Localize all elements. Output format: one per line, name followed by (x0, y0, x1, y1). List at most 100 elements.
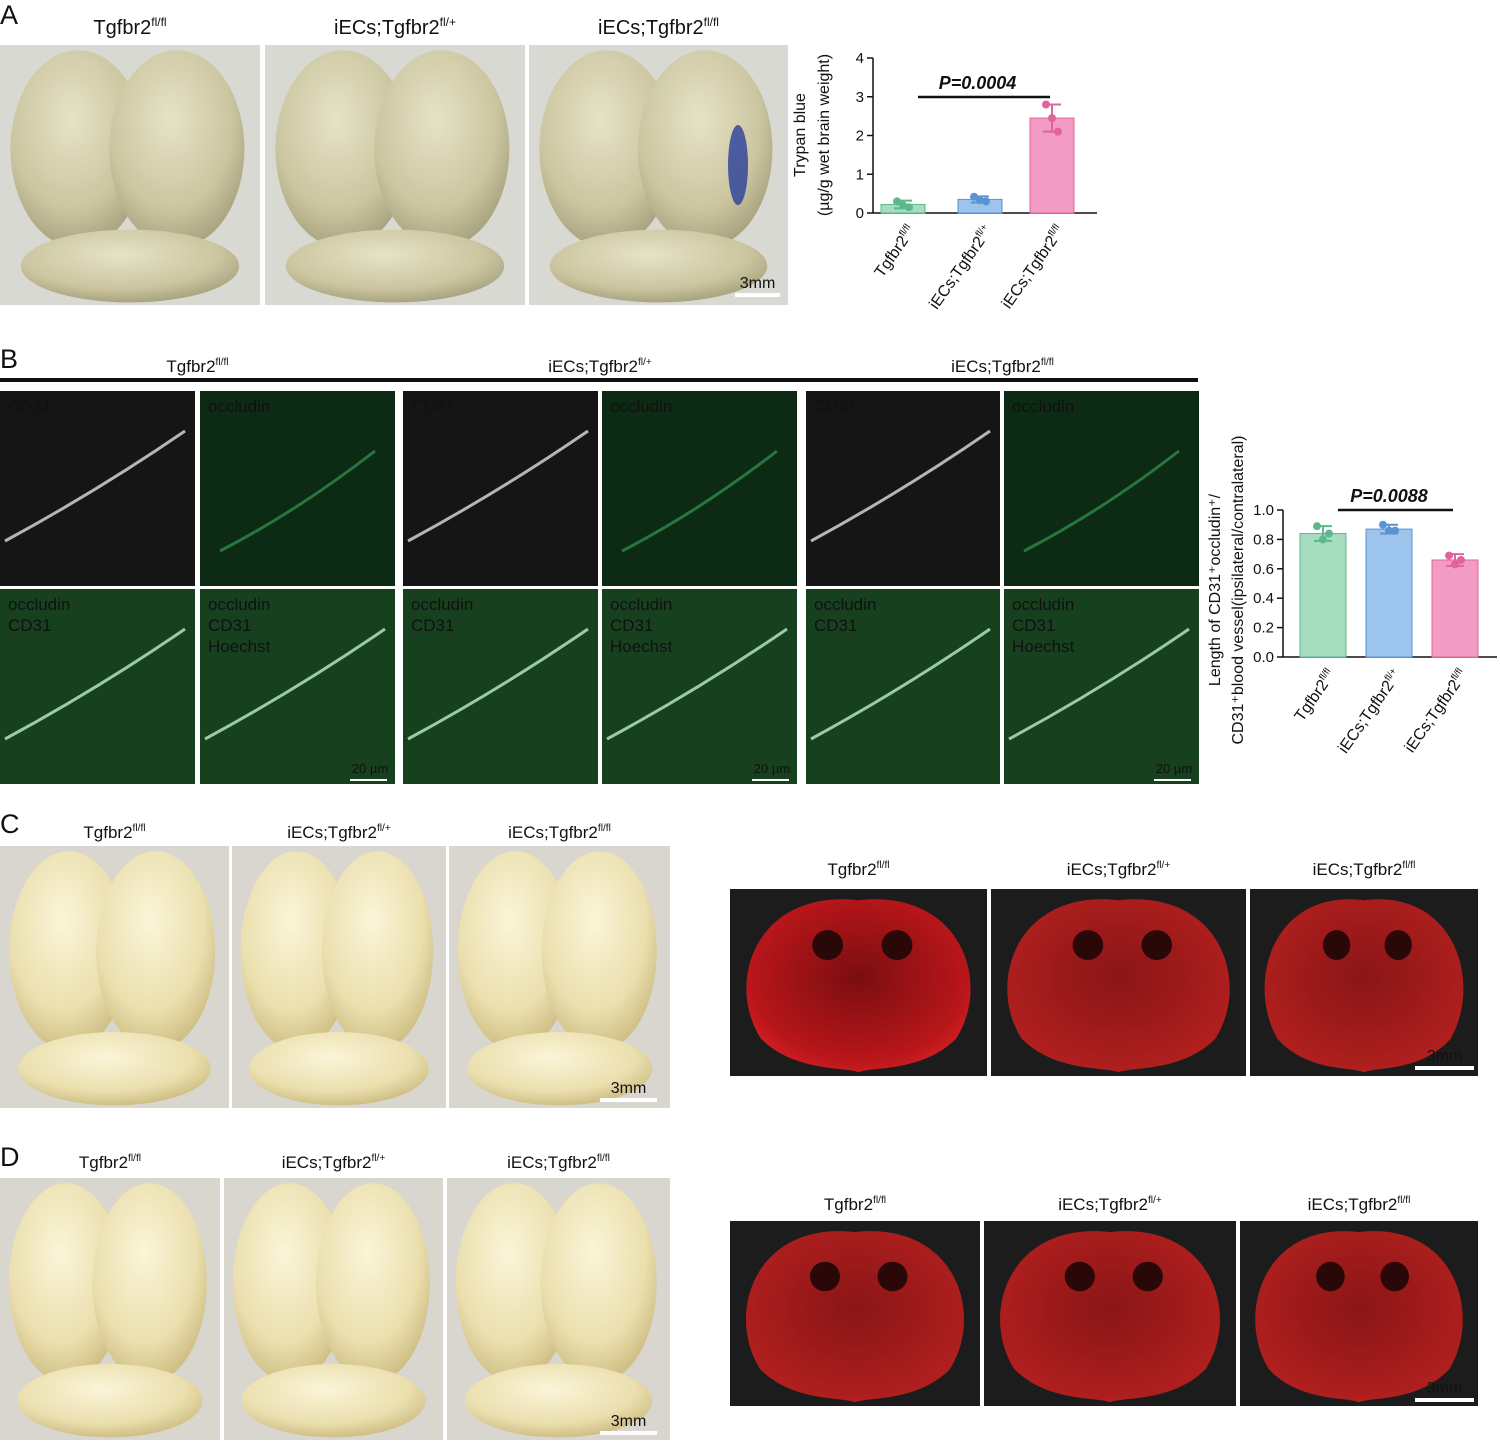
data-point (976, 196, 984, 205)
label: iECs;Tgfbr2fl/+ (287, 823, 391, 842)
data-point (1325, 529, 1333, 538)
label: iECs;Tgfbr2fl/+ (1334, 666, 1405, 757)
label-text: iECs;Tgfbr2 (951, 357, 1041, 376)
y-tick-label: 0.4 (1253, 590, 1274, 607)
panel-label: C (0, 809, 20, 839)
brain-hemisphere (541, 851, 657, 1051)
label-text: Tgfbr2 (93, 17, 151, 39)
ventricle (812, 930, 844, 961)
brain-cerebellum (285, 229, 505, 303)
vessel (1008, 627, 1190, 741)
micrograph (602, 391, 797, 586)
y-axis-label: Trypan blue (792, 93, 809, 177)
channel-label: CD31 (411, 616, 454, 635)
scale-bar-label: 3mm (611, 1080, 647, 1097)
y-tick-label: 0 (856, 205, 864, 222)
brain-section-tissue (1255, 1231, 1463, 1403)
brain-hemisphere (9, 851, 129, 1051)
y-tick-label: 4 (856, 50, 864, 67)
label-superscript: fl/fl (216, 357, 229, 368)
channel-label: occludin (208, 595, 270, 614)
channel-label: occludin (610, 595, 672, 614)
label-superscript: fl/fl (597, 1153, 610, 1164)
label-text: iECs;Tgfbr2 (926, 234, 988, 313)
ventricle (1141, 930, 1173, 961)
channel-label: CD31 (411, 397, 454, 416)
label: iECs;Tgfbr2fl/fl (598, 15, 719, 39)
label-text: iECs;Tgfbr2 (282, 1153, 372, 1172)
data-point (982, 197, 990, 206)
data-point (970, 192, 978, 201)
data-point (1445, 551, 1453, 560)
label: iECs;Tgfbr2fl/+ (548, 357, 652, 376)
vessel (606, 627, 788, 741)
ventricle (881, 930, 913, 961)
scale-bar-label: 20 µm (352, 761, 388, 776)
bar (1029, 117, 1075, 214)
brain-hemisphere (321, 851, 434, 1051)
label-text: iECs;Tgfbr2 (999, 233, 1061, 312)
brain-hemisphere (8, 1183, 124, 1383)
label: iECs;Tgfbr2fl/fl (951, 357, 1054, 376)
label-superscript: fl/+ (440, 15, 456, 29)
brain-cerebellum (464, 1364, 653, 1438)
scale-bar-label: 20 µm (754, 761, 790, 776)
label: iECs;Tgfbr2fl/fl (1313, 860, 1416, 879)
brain-cerebellum (549, 229, 768, 303)
ventricle (1380, 1261, 1409, 1292)
label-text: Tgfbr2 (824, 1195, 873, 1214)
ventricle (1064, 1261, 1095, 1292)
brain-cerebellum (18, 1032, 211, 1106)
data-point (1385, 526, 1393, 535)
label: iECs;Tgfbr2fl/+ (282, 1153, 386, 1172)
data-point (1319, 535, 1327, 544)
ventricle (1384, 930, 1412, 961)
brain-hemisphere (96, 851, 216, 1051)
data-point (905, 203, 913, 212)
channel-label: occludin (814, 595, 876, 614)
brain-hemisphere (240, 851, 352, 1051)
label-text: iECs;Tgfbr2 (548, 357, 638, 376)
label-superscript: fl/fl (704, 15, 719, 29)
data-point (1457, 555, 1465, 564)
label-superscript: fl/+ (1148, 1195, 1162, 1206)
label-text: iECs;Tgfbr2 (1067, 860, 1157, 879)
y-tick-label: 0.2 (1253, 620, 1274, 637)
vessel (810, 627, 991, 741)
brain-cerebellum (466, 1032, 653, 1106)
brain-cerebellum (249, 1032, 429, 1106)
micrograph (1004, 391, 1199, 586)
channel-label: CD31 (8, 616, 51, 635)
ventricle (1316, 1261, 1345, 1292)
brain-cerebellum (17, 1364, 203, 1438)
y-tick-label: 0.0 (1253, 649, 1274, 666)
vessel (407, 429, 589, 543)
y-axis-label: Length of CD31⁺occludin⁺/ (1207, 493, 1224, 686)
label: iECs;Tgfbr2fl/+ (1058, 1195, 1162, 1214)
label-superscript: fl/fl (1397, 1195, 1410, 1206)
panel-label: D (0, 1142, 20, 1172)
label: iECs;Tgfbr2fl/+ (925, 222, 996, 313)
brain-hemisphere (637, 50, 773, 248)
y-tick-label: 0.8 (1253, 531, 1274, 548)
label-superscript: fl/+ (1156, 860, 1170, 871)
channel-label: CD31 (1012, 616, 1055, 635)
vessel (4, 429, 186, 543)
label-text: iECs;Tgfbr2 (1308, 1195, 1398, 1214)
brain-hemisphere (275, 50, 411, 248)
label-superscript: fl/+ (371, 1153, 385, 1164)
label-text: iECs;Tgfbr2 (508, 823, 598, 842)
label: Tgfbr2fl/fl (83, 823, 145, 842)
data-point (1313, 522, 1321, 531)
label: iECs;Tgfbr2fl/fl (508, 823, 611, 842)
data-point (893, 197, 901, 206)
vessel (204, 627, 386, 741)
label-superscript: fl/fl (877, 860, 890, 871)
data-point (1379, 520, 1387, 529)
label-text: iECs;Tgfbr2 (507, 1153, 597, 1172)
label-superscript: fl/fl (133, 823, 146, 834)
label: Tgfbr2fl/fl (166, 357, 228, 376)
vessel (407, 627, 589, 741)
label-text: Tgfbr2 (872, 233, 913, 281)
label-text: iECs;Tgfbr2 (1313, 860, 1403, 879)
